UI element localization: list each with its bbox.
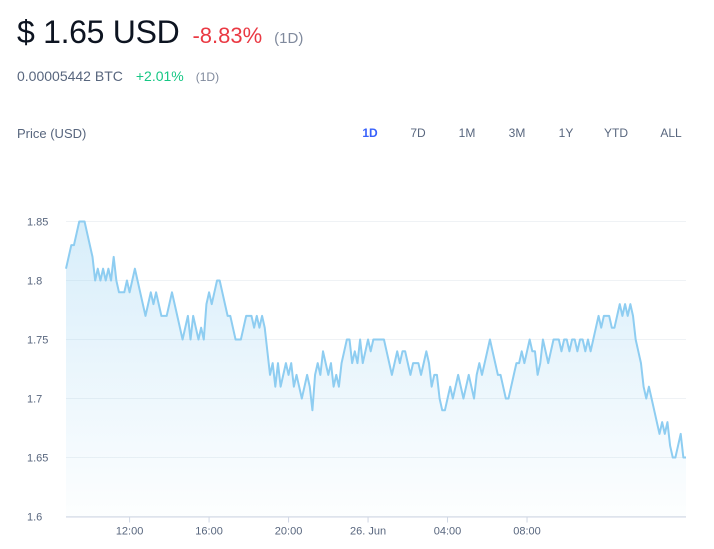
x-tick-label: 12:00 xyxy=(116,526,144,538)
range-button-1y[interactable]: 1Y xyxy=(558,126,574,140)
price-header: $ 1.65 USD -8.83% (1D) xyxy=(17,14,303,56)
btc-change-percent: +2.01% xyxy=(135,68,184,84)
price-line xyxy=(65,220,686,459)
time-range-selector: 1D 7D 1M 3M 1Y YTD ALL xyxy=(0,126,714,144)
x-tick-label: 26. Jun xyxy=(350,526,386,538)
y-tick-label: 1.85 xyxy=(27,217,48,229)
price-area-fill xyxy=(66,221,686,517)
price-chart[interactable]: 1.6 1.65 1.7 1.75 1.8 1.85 12:00 16:00 20:00 26.… xyxy=(0,150,714,549)
usd-change-period: (1D) xyxy=(274,30,304,47)
x-tick-label: 04:00 xyxy=(434,526,462,538)
range-button-1d[interactable]: 1D xyxy=(362,126,378,140)
usd-price: $ 1.65 USD xyxy=(17,14,180,50)
x-tick-label: 16:00 xyxy=(195,526,223,538)
y-tick-label: 1.8 xyxy=(27,276,42,288)
range-button-7d[interactable]: 7D xyxy=(410,126,426,140)
btc-change-period: (1D) xyxy=(195,70,220,84)
range-button-all[interactable]: ALL xyxy=(660,126,682,140)
x-tick-label: 08:00 xyxy=(513,526,541,538)
btc-price: 0.00005442 BTC xyxy=(17,68,123,84)
range-button-1m[interactable]: 1M xyxy=(458,126,476,140)
range-button-ytd[interactable]: YTD xyxy=(604,126,628,140)
range-button-3m[interactable]: 3M xyxy=(508,126,526,140)
chart-y-label: Price (USD) xyxy=(17,126,87,141)
btc-price-row: 0.00005442 BTC +2.01% (1D) xyxy=(17,68,219,84)
x-axis: 12:00 16:00 20:00 26. Jun 04:00 08:00 xyxy=(116,517,541,538)
x-tick-label: 20:00 xyxy=(275,526,303,538)
y-tick-label: 1.7 xyxy=(27,394,42,406)
y-tick-label: 1.65 xyxy=(27,453,48,465)
y-axis: 1.6 1.65 1.7 1.75 1.8 1.85 xyxy=(27,217,48,524)
usd-change-percent: -8.83% xyxy=(192,23,263,48)
y-tick-label: 1.6 xyxy=(27,512,42,524)
y-tick-label: 1.75 xyxy=(27,335,48,347)
